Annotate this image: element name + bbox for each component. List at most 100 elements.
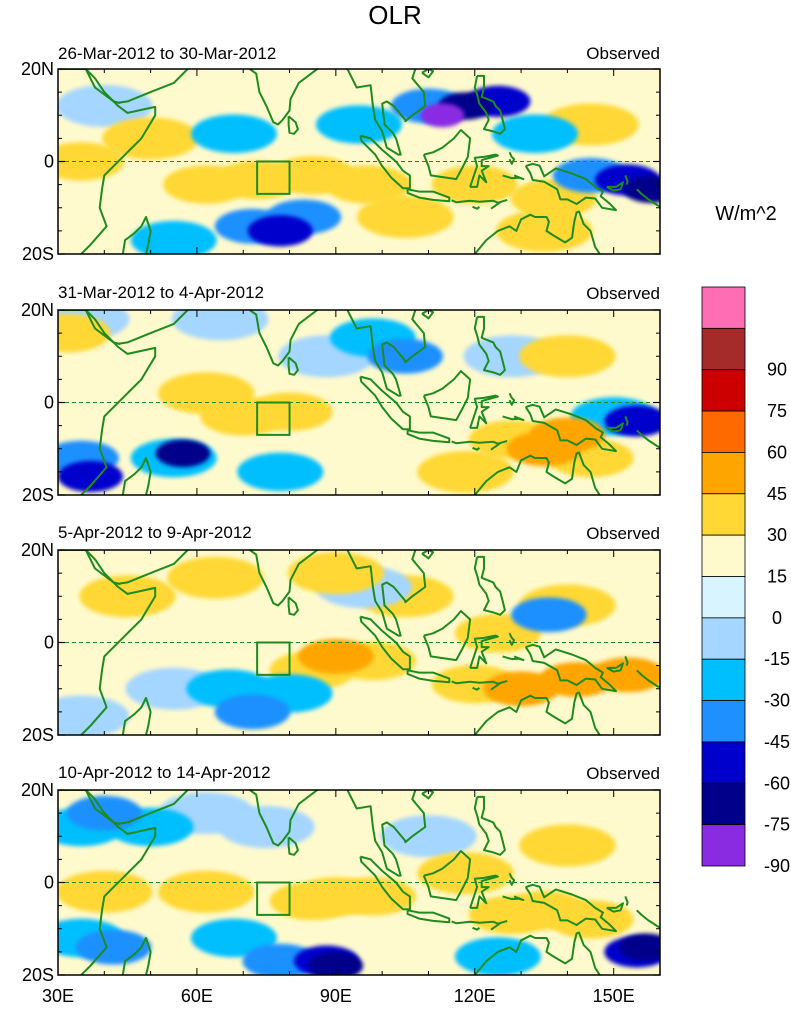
coastline bbox=[287, 356, 299, 376]
colorbar-swatch bbox=[701, 658, 746, 701]
map-panel: 10-Apr-2012 to 14-Apr-2012 Observed 20N 0… bbox=[21, 763, 661, 1006]
anomaly-blob bbox=[75, 929, 152, 965]
panel-tag-label: Observed bbox=[586, 284, 660, 303]
anomaly-blob bbox=[380, 815, 477, 858]
colorbar-swatch bbox=[701, 286, 746, 329]
colorbar-swatch bbox=[701, 452, 746, 495]
coastline bbox=[624, 175, 629, 185]
panel-period-label: 10-Apr-2012 to 14-Apr-2012 bbox=[58, 763, 271, 782]
coastlines bbox=[58, 790, 660, 975]
coastline bbox=[490, 682, 501, 691]
coastline bbox=[508, 632, 516, 646]
coastline bbox=[422, 610, 472, 662]
panel-tag-label: Observed bbox=[586, 44, 660, 63]
colorbar-label: -60 bbox=[764, 773, 790, 793]
anomaly-blob bbox=[102, 117, 199, 160]
anomaly-blob bbox=[519, 824, 616, 867]
coastline bbox=[421, 550, 435, 560]
coastline bbox=[247, 69, 319, 126]
coastline bbox=[473, 795, 506, 856]
coastline bbox=[472, 926, 481, 931]
coastline bbox=[636, 429, 660, 449]
anomaly-blob bbox=[491, 114, 578, 153]
coastline bbox=[287, 836, 299, 856]
colorbar-swatch bbox=[701, 534, 746, 577]
coastline bbox=[422, 850, 472, 902]
anomaly-blob bbox=[417, 450, 514, 493]
coastline bbox=[287, 596, 299, 616]
coastline bbox=[474, 210, 601, 254]
map-panel: 26-Mar-2012 to 30-Mar-2012 Observed 20N 0… bbox=[21, 44, 661, 264]
coastline bbox=[118, 550, 189, 585]
coastline bbox=[469, 394, 499, 429]
anomaly-blob bbox=[237, 452, 324, 492]
coastline bbox=[359, 855, 411, 911]
coastline bbox=[636, 669, 660, 689]
colorbar-swatch bbox=[701, 327, 746, 371]
lon-tick-label: 150E bbox=[593, 986, 635, 1006]
anomaly-blob bbox=[287, 552, 385, 595]
colorbar-swatch bbox=[701, 617, 746, 660]
coastlines bbox=[58, 550, 660, 735]
anomaly-blob bbox=[167, 556, 264, 599]
anomaly-blob bbox=[623, 175, 660, 204]
coastline bbox=[287, 115, 299, 135]
coastline bbox=[421, 790, 435, 800]
coastline bbox=[490, 922, 501, 931]
coastline bbox=[58, 790, 157, 975]
lat-tick-labels: 20N 0 20S bbox=[21, 59, 661, 264]
anomaly-blob bbox=[58, 85, 153, 127]
anomaly-blob bbox=[420, 103, 465, 128]
lon-tick-label: 120E bbox=[454, 986, 496, 1006]
colorbar-swatch bbox=[701, 824, 746, 867]
anomaly-blob bbox=[155, 439, 211, 468]
coastline bbox=[121, 937, 152, 975]
coastline bbox=[474, 691, 601, 735]
panel-tag-label: Observed bbox=[586, 764, 660, 783]
anomaly-blob bbox=[519, 335, 616, 378]
anomaly-blob bbox=[618, 933, 660, 962]
colorbar-swatch bbox=[701, 700, 746, 743]
coastline bbox=[624, 896, 629, 906]
lat-tick-label: 20N bbox=[21, 59, 54, 79]
coastline bbox=[524, 162, 617, 212]
anomaly-blob bbox=[298, 638, 374, 674]
anomaly-blob bbox=[79, 575, 176, 618]
lat-tick-label: 20S bbox=[22, 725, 54, 745]
coastline bbox=[121, 216, 152, 254]
lat-tick-label: 0 bbox=[44, 393, 54, 413]
coastline bbox=[469, 874, 499, 909]
box-region bbox=[256, 881, 291, 916]
panel-period-label: 31-Mar-2012 to 4-Apr-2012 bbox=[58, 283, 264, 302]
coastline bbox=[490, 442, 501, 451]
coastline bbox=[469, 634, 499, 669]
anomaly-blob bbox=[214, 694, 291, 730]
anomaly-blob bbox=[58, 870, 153, 913]
coastline bbox=[121, 457, 152, 495]
coastline bbox=[606, 181, 624, 192]
coastline bbox=[346, 69, 427, 156]
anomaly-blob bbox=[247, 215, 313, 247]
lon-tick-label: 90E bbox=[320, 986, 352, 1006]
coastline bbox=[406, 909, 451, 924]
colorbar-label: 30 bbox=[767, 525, 787, 545]
colorbar-label: -45 bbox=[764, 732, 790, 752]
coastline bbox=[606, 422, 624, 433]
colorbar-swatch bbox=[701, 369, 746, 412]
anomaly-blob bbox=[454, 937, 541, 975]
coastline bbox=[118, 790, 189, 825]
lat-tick-label: 20S bbox=[22, 965, 54, 985]
coastline bbox=[502, 895, 525, 902]
coastline bbox=[422, 370, 472, 422]
coastline bbox=[121, 697, 152, 735]
coastline bbox=[346, 550, 427, 637]
map-panel: 5-Apr-2012 to 9-Apr-2012 Observed 20N020… bbox=[21, 523, 661, 745]
lat-tick-label: 0 bbox=[44, 152, 54, 172]
coastline bbox=[406, 429, 451, 444]
colorbar: 90 75 60 45 30 15 0 -15 -30 -45 -60 -75 -90 bbox=[701, 286, 790, 876]
anomaly-blob bbox=[316, 105, 402, 144]
coastline bbox=[118, 69, 189, 104]
coastline bbox=[118, 310, 189, 345]
colorbar-swatch bbox=[701, 741, 746, 784]
colorbar-label: 0 bbox=[772, 608, 782, 628]
